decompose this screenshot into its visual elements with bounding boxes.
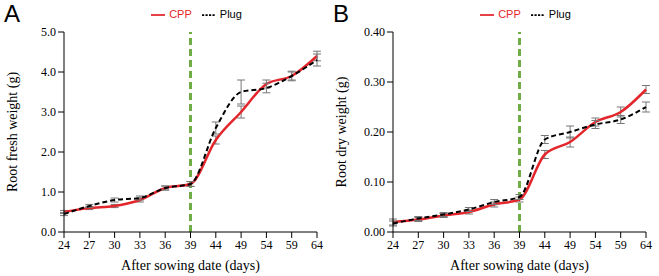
html-text:Plug: Plug xyxy=(219,8,242,20)
svg-text:After sowing date (days): After sowing date (days) xyxy=(121,258,260,274)
svg-text:2.0: 2.0 xyxy=(41,145,56,159)
html-text:A: A xyxy=(4,0,20,27)
svg-text:64: 64 xyxy=(311,238,323,252)
svg-text:5.0: 5.0 xyxy=(41,25,56,39)
svg-text:54: 54 xyxy=(260,238,272,252)
svg-text:Root dry weight (g): Root dry weight (g) xyxy=(334,76,350,187)
svg-text:24: 24 xyxy=(58,238,70,252)
html-text:B: B xyxy=(333,0,349,27)
svg-text:27: 27 xyxy=(83,238,95,252)
svg-text:64: 64 xyxy=(640,238,651,252)
svg-text:Root fresh weight (g): Root fresh weight (g) xyxy=(8,72,21,192)
svg-text:54: 54 xyxy=(589,238,601,252)
svg-text:0.00: 0.00 xyxy=(364,225,385,239)
svg-text:0.30: 0.30 xyxy=(364,75,385,89)
svg-text:0.10: 0.10 xyxy=(364,175,385,189)
svg-text:49: 49 xyxy=(235,238,247,252)
svg-text:30: 30 xyxy=(438,238,450,252)
svg-text:After sowing date (days): After sowing date (days) xyxy=(450,258,589,274)
svg-text:33: 33 xyxy=(134,238,146,252)
svg-text:0.40: 0.40 xyxy=(364,25,385,39)
svg-text:59: 59 xyxy=(615,238,627,252)
svg-text:1.0: 1.0 xyxy=(41,185,56,199)
svg-text:30: 30 xyxy=(109,238,121,252)
svg-text:0.0: 0.0 xyxy=(41,225,56,239)
svg-text:33: 33 xyxy=(463,238,475,252)
svg-text:39: 39 xyxy=(514,238,526,252)
html-text:CPP: CPP xyxy=(498,8,521,20)
svg-text:36: 36 xyxy=(159,238,171,252)
html-text:Plug: Plug xyxy=(548,8,571,20)
svg-text:44: 44 xyxy=(539,238,551,252)
svg-text:39: 39 xyxy=(185,238,197,252)
svg-text:0.20: 0.20 xyxy=(364,125,385,139)
svg-text:4.0: 4.0 xyxy=(41,65,56,79)
svg-text:36: 36 xyxy=(488,238,500,252)
svg-text:27: 27 xyxy=(412,238,424,252)
svg-text:49: 49 xyxy=(564,238,576,252)
html-text:CPP: CPP xyxy=(169,8,192,20)
svg-text:44: 44 xyxy=(210,238,222,252)
svg-text:3.0: 3.0 xyxy=(41,105,56,119)
svg-text:24: 24 xyxy=(387,238,399,252)
svg-text:59: 59 xyxy=(286,238,298,252)
